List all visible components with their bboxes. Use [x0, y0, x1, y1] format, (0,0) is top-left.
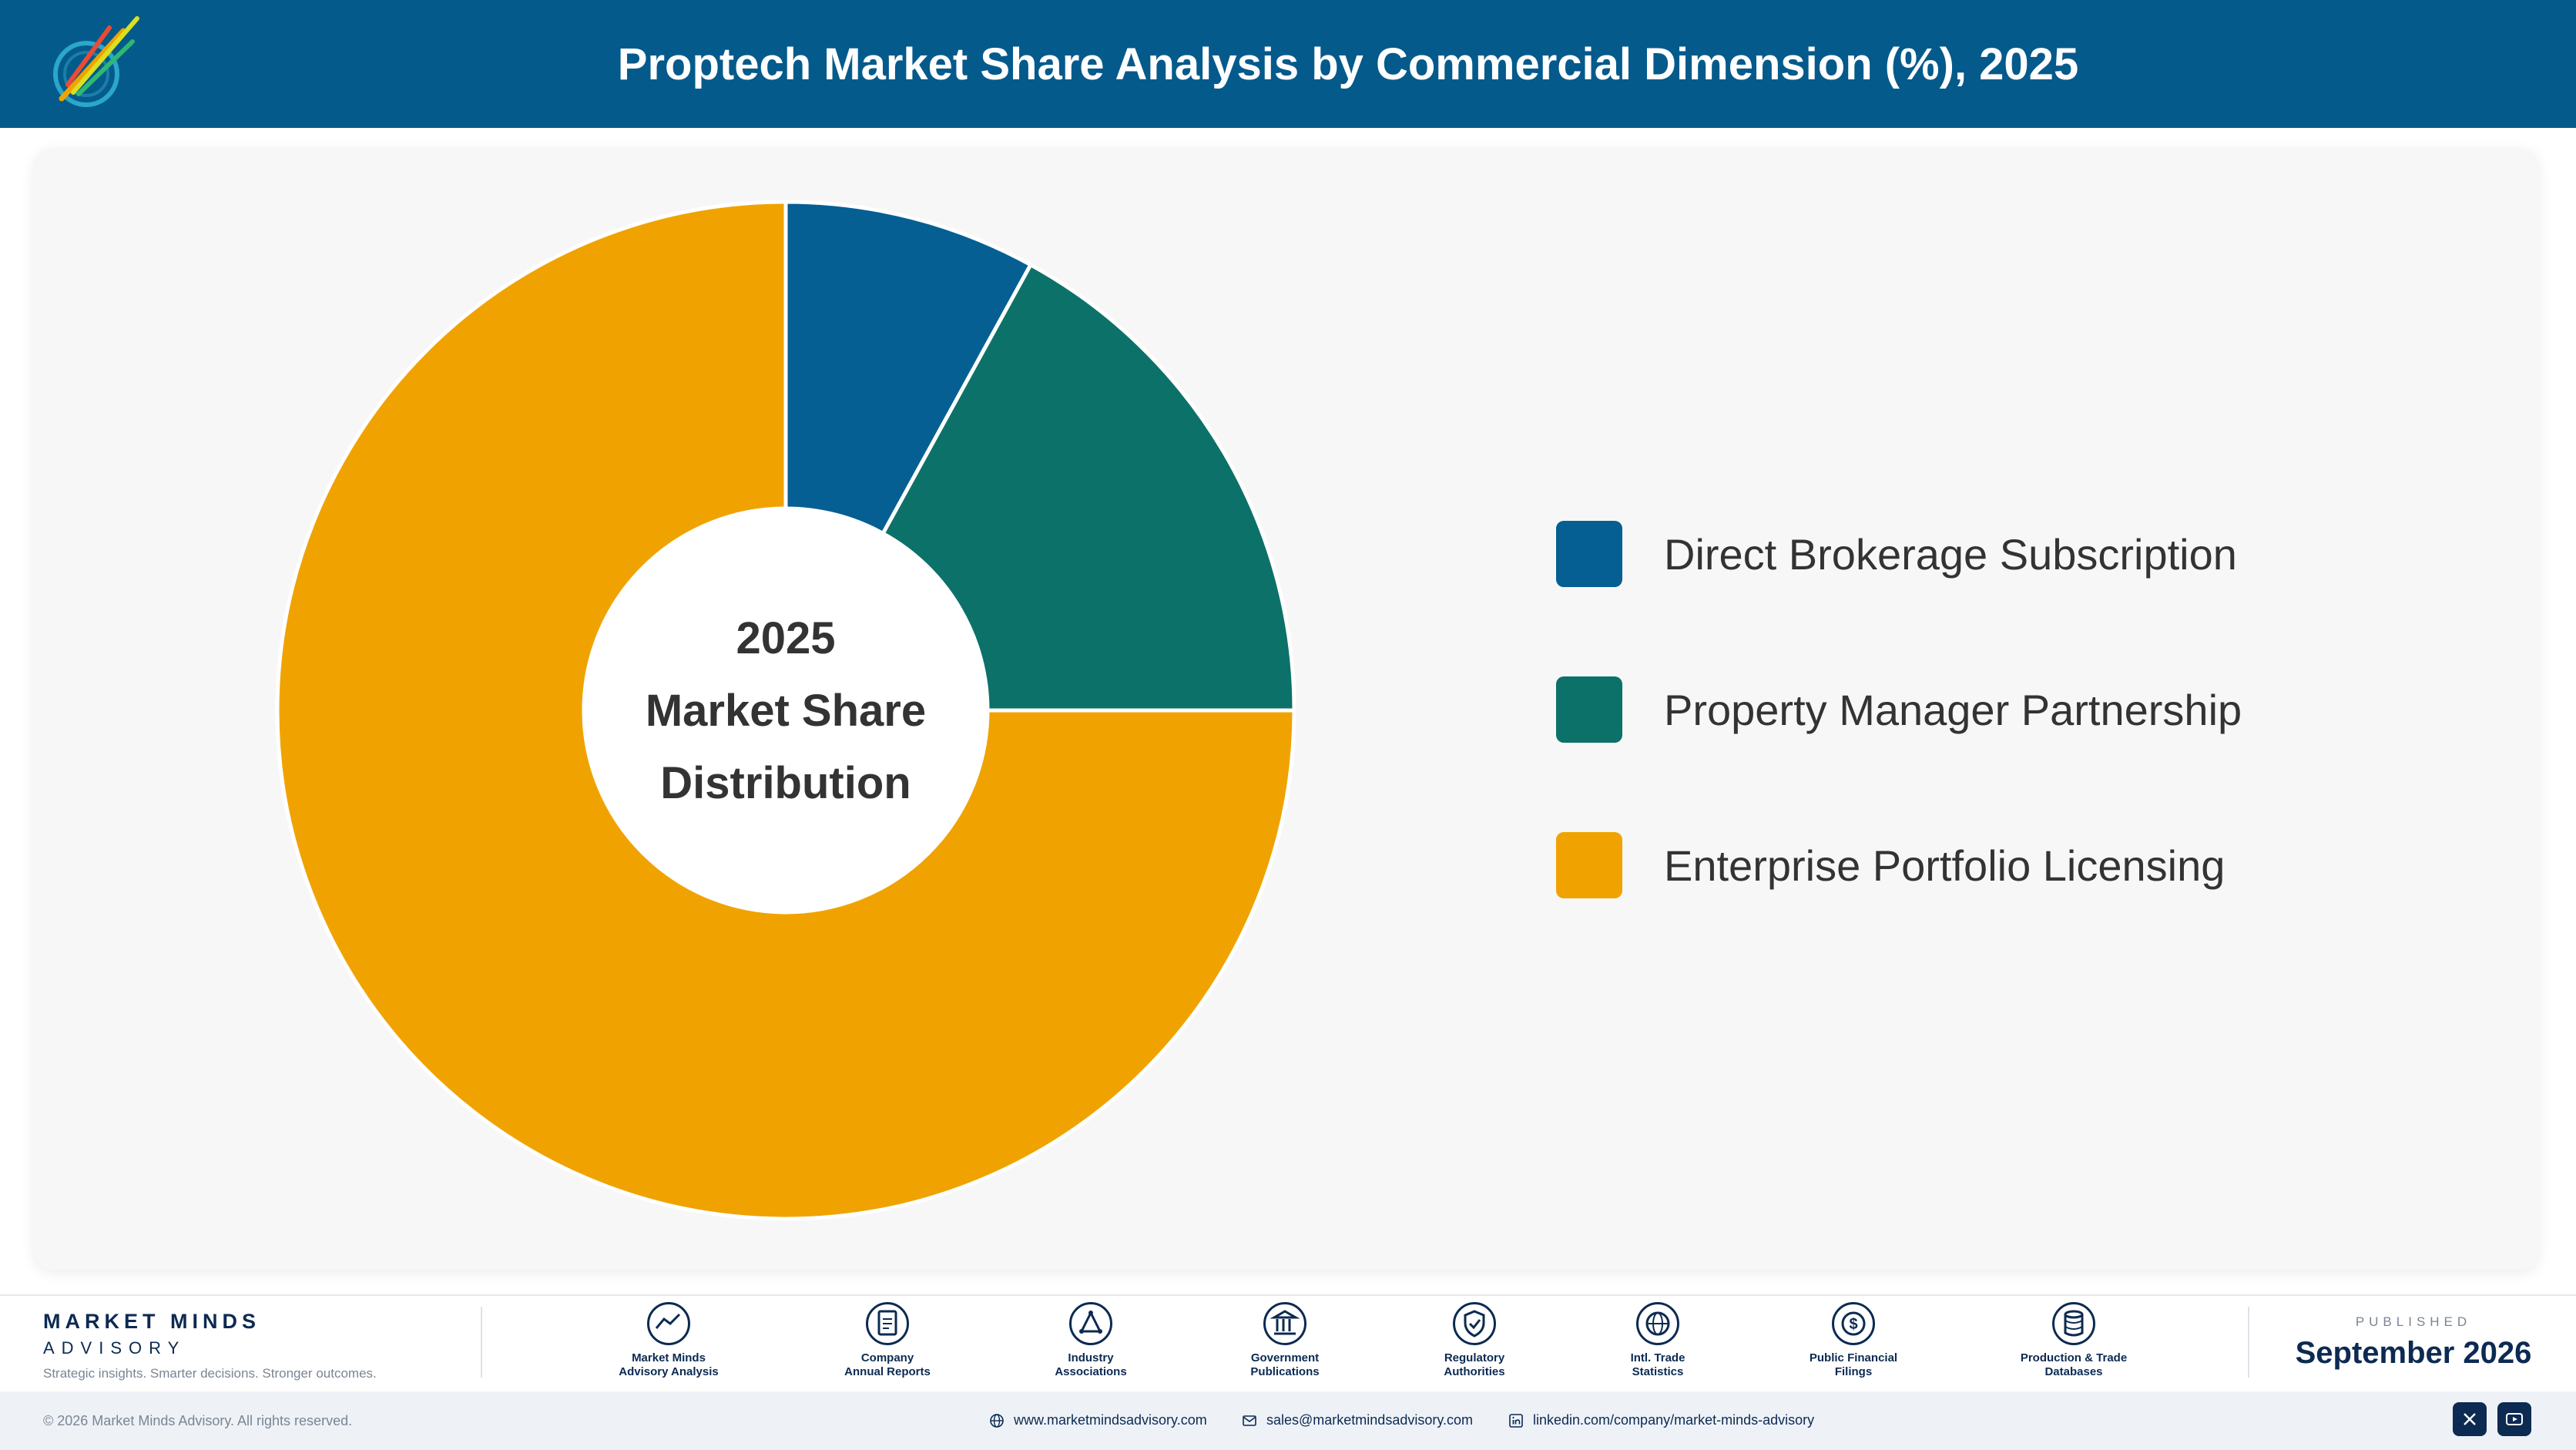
source-label: Intl. Trade Statistics [1630, 1351, 1685, 1378]
email-text: sales@marketmindsadvisory.com [1266, 1412, 1474, 1428]
linkedin-link[interactable]: linkedin.com/company/market-minds-adviso… [1508, 1412, 1814, 1428]
donut-chart: 2025 Market Share Distribution [277, 202, 1294, 1219]
shield-icon [1453, 1302, 1496, 1345]
svg-text:$: $ [1849, 1316, 1857, 1333]
legend-label: Property Manager Partnership [1664, 685, 2242, 734]
youtube-icon [2506, 1413, 2523, 1425]
donut-center [584, 509, 988, 912]
linkedin-text: linkedin.com/company/market-minds-adviso… [1533, 1412, 1815, 1428]
website-link[interactable]: www.marketmindsadvisory.com [989, 1412, 1207, 1428]
source-label: Public Financial Filings [1809, 1351, 1898, 1378]
published-label: PUBLISHED [2355, 1314, 2472, 1329]
footer-brand: MARKET MINDS ADVISORY Strategic insights… [43, 1310, 377, 1381]
brand-logo-icon [53, 16, 139, 107]
email-link[interactable]: sales@marketmindsadvisory.com [1242, 1412, 1473, 1428]
website-text: www.marketmindsadvisory.com [1014, 1412, 1207, 1428]
published-date: September 2026 [2295, 1336, 2532, 1370]
legend-label: Enterprise Portfolio Licensing [1664, 841, 2225, 890]
trend-icon [647, 1302, 690, 1345]
globe-icon [990, 1413, 1004, 1428]
source-item: Industry Associations [1014, 1302, 1168, 1379]
page-title: Proptech Market Share Analysis by Commer… [617, 39, 2079, 89]
source-label: Market Minds Advisory Analysis [619, 1351, 719, 1378]
source-label: Company Annual Reports [844, 1351, 931, 1378]
legend-item: Property Manager Partnership [1556, 676, 2242, 743]
source-label: Regulatory Authorities [1444, 1351, 1505, 1378]
copyright-text: © 2026 Market Minds Advisory. All rights… [43, 1413, 353, 1428]
footer-bottom-bar [0, 1391, 2576, 1450]
database-icon [2052, 1302, 2095, 1345]
chart-legend: Direct Brokerage Subscription Property Ma… [1556, 521, 2242, 988]
document-icon [866, 1302, 909, 1345]
globe-icon [1636, 1302, 1679, 1345]
source-item: Government Publications [1208, 1302, 1362, 1379]
source-item: Market Minds Advisory Analysis [592, 1302, 746, 1379]
header-bar: Proptech Market Share Analysis by Commer… [0, 0, 2576, 128]
legend-label: Direct Brokerage Subscription [1664, 529, 2237, 579]
source-item: $ Public Financial Filings [1776, 1302, 1930, 1379]
government-icon [1263, 1302, 1306, 1345]
youtube-social-button[interactable] [2497, 1402, 2531, 1436]
source-label: Government Publications [1250, 1351, 1320, 1378]
x-icon [2464, 1413, 2476, 1425]
source-label: Production & Trade Databases [2020, 1351, 2128, 1378]
legend-item: Enterprise Portfolio Licensing [1556, 832, 2242, 898]
footer-divider [481, 1307, 482, 1378]
brand-sub: ADVISORY [43, 1338, 186, 1358]
source-item: Company Annual Reports [810, 1302, 964, 1379]
published-block: PUBLISHED September 2026 [2249, 1314, 2576, 1371]
donut-center-text: Distribution [660, 758, 911, 808]
brand-tagline: Strategic insights. Smarter decisions. S… [43, 1366, 377, 1381]
brand-name: MARKET MINDS [43, 1310, 260, 1333]
donut-center-text: 2025 [736, 613, 835, 663]
network-icon [1069, 1302, 1112, 1345]
legend-swatch [1556, 676, 1622, 743]
footer-divider [2248, 1307, 2249, 1378]
legend-swatch [1556, 521, 1622, 587]
source-item: Production & Trade Databases [1997, 1302, 2151, 1379]
source-item: Regulatory Authorities [1397, 1302, 1551, 1379]
legend-swatch [1556, 832, 1622, 898]
legend-item: Direct Brokerage Subscription [1556, 521, 2242, 587]
source-label: Industry Associations [1055, 1351, 1127, 1378]
mail-icon [1243, 1415, 1256, 1426]
linkedin-icon [1509, 1413, 1523, 1428]
coin-icon: $ [1832, 1302, 1875, 1345]
source-item: Intl. Trade Statistics [1581, 1302, 1735, 1379]
x-social-button[interactable] [2453, 1402, 2487, 1436]
donut-center-text: Market Share [646, 686, 926, 736]
